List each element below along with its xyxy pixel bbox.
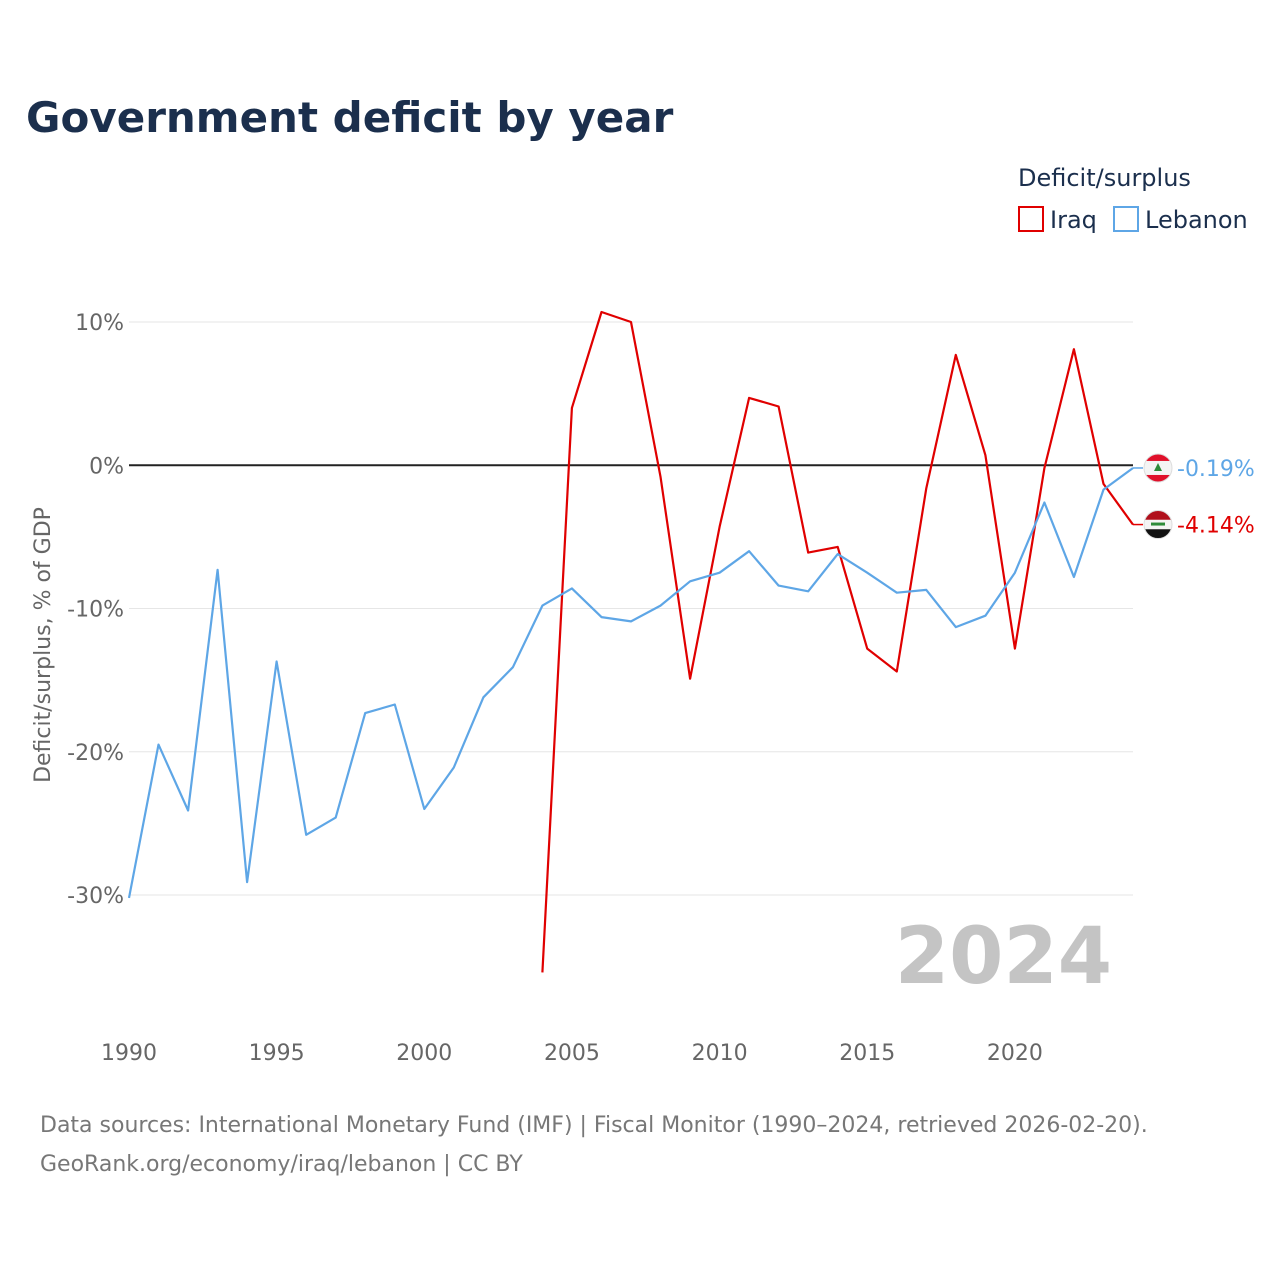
legend-item-iraq[interactable]: Iraq bbox=[1018, 206, 1097, 234]
y-tick-label: 10% bbox=[75, 311, 124, 336]
year-watermark: 2024 bbox=[895, 912, 1112, 1002]
y-tick-label: 0% bbox=[89, 454, 124, 479]
x-tick-label: 2010 bbox=[692, 1041, 748, 1066]
end-label-iraq: -4.14% bbox=[1177, 514, 1255, 539]
y-tick-label: -20% bbox=[67, 741, 124, 766]
end-labels: -4.14% -0.19% bbox=[1133, 453, 1255, 540]
legend-title: Deficit/surplus bbox=[1018, 164, 1191, 192]
legend-label-lebanon: Lebanon bbox=[1145, 206, 1248, 234]
legend-item-lebanon[interactable]: Lebanon bbox=[1113, 206, 1248, 234]
lebanon-flag-icon bbox=[1143, 453, 1173, 483]
x-tick-label: 2015 bbox=[839, 1041, 895, 1066]
x-axis-ticks: 1990 1995 2000 2005 2010 2015 2020 bbox=[101, 1041, 1043, 1066]
x-tick-label: 2020 bbox=[987, 1041, 1043, 1066]
y-tick-label: -10% bbox=[67, 598, 124, 623]
gridlines bbox=[129, 321, 1133, 896]
legend-swatch-lebanon bbox=[1113, 206, 1139, 232]
series-line-iraq[interactable] bbox=[541, 310, 1134, 973]
x-tick-label: 2005 bbox=[544, 1041, 600, 1066]
legend-label-iraq: Iraq bbox=[1050, 206, 1097, 234]
x-tick-label: 1995 bbox=[249, 1041, 305, 1066]
end-label-lebanon: -0.19% bbox=[1177, 457, 1255, 482]
iraq-flag-icon bbox=[1143, 510, 1173, 540]
y-axis-title: Deficit/surplus, % of GDP bbox=[31, 507, 56, 783]
credit-note[interactable]: GeoRank.org/economy/iraq/lebanon | CC BY bbox=[40, 1152, 523, 1177]
x-tick-label: 1990 bbox=[101, 1041, 157, 1066]
legend: Deficit/surplus Iraq Lebanon bbox=[1018, 164, 1248, 234]
legend-swatch-iraq bbox=[1018, 206, 1044, 232]
y-axis-ticks: 10% 0% -10% -20% -30% bbox=[67, 311, 124, 909]
chart-title: Government deficit by year bbox=[26, 93, 674, 142]
x-tick-label: 2000 bbox=[396, 1041, 452, 1066]
data-source-note: Data sources: International Monetary Fun… bbox=[40, 1113, 1148, 1138]
series-line-lebanon[interactable] bbox=[127, 467, 1134, 899]
series-lines bbox=[127, 310, 1134, 973]
y-tick-label: -30% bbox=[67, 884, 124, 909]
